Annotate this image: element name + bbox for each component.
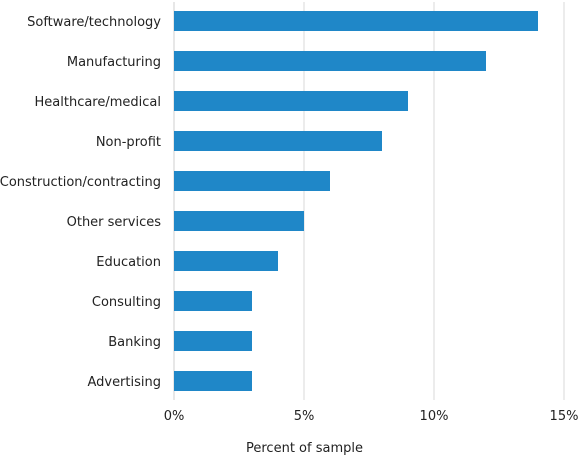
bar bbox=[174, 11, 538, 31]
category-label: Banking bbox=[108, 335, 161, 350]
bar bbox=[174, 291, 252, 311]
bar bbox=[174, 331, 252, 351]
bar bbox=[174, 171, 330, 191]
category-label: Construction/contracting bbox=[0, 175, 161, 190]
category-label: Healthcare/medical bbox=[35, 95, 162, 110]
bar bbox=[174, 251, 278, 271]
x-tick-label: 0% bbox=[164, 409, 185, 424]
category-label: Other services bbox=[67, 215, 162, 230]
x-tick-label: 5% bbox=[294, 409, 315, 424]
x-tick-label: 15% bbox=[550, 409, 579, 424]
bars bbox=[174, 11, 538, 391]
category-labels: Software/technology Manufacturing Healthca… bbox=[0, 15, 161, 390]
bar bbox=[174, 91, 408, 111]
x-tick-labels: 0% 5% 10% 15% bbox=[164, 409, 579, 424]
category-label: Education bbox=[96, 255, 161, 270]
bar bbox=[174, 51, 486, 71]
bar bbox=[174, 131, 382, 151]
category-label: Non-profit bbox=[96, 135, 161, 150]
bar bbox=[174, 371, 252, 391]
x-tick-label: 10% bbox=[420, 409, 449, 424]
category-label: Manufacturing bbox=[67, 55, 161, 70]
category-label: Software/technology bbox=[27, 15, 161, 30]
bar bbox=[174, 211, 304, 231]
x-axis-title: Percent of sample bbox=[246, 441, 363, 456]
category-label: Consulting bbox=[92, 295, 161, 310]
category-label: Advertising bbox=[87, 375, 161, 390]
